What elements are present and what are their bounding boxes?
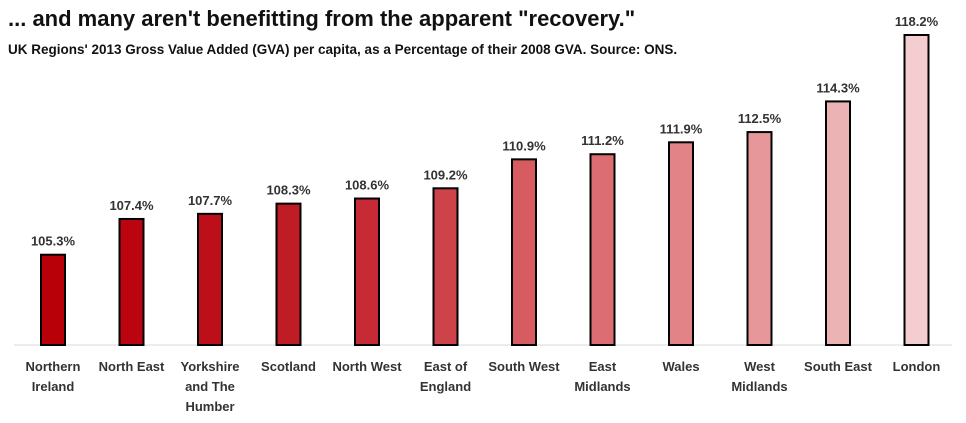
category-label: North East: [99, 359, 165, 374]
category-label: West Midlands: [731, 359, 787, 394]
category-label: South East: [804, 359, 873, 374]
category-label: Wales: [662, 359, 699, 374]
value-label: 108.3%: [266, 183, 311, 198]
value-label: 110.9%: [502, 138, 546, 153]
bar: [668, 141, 694, 346]
bar: [903, 34, 930, 346]
value-label: 114.3%: [816, 80, 860, 95]
bar: [825, 100, 851, 346]
value-label: 107.4%: [109, 198, 154, 213]
value-label: 111.2%: [581, 133, 624, 148]
value-labels-group: 105.3% 107.4% 107.7% 108.3% 108.6% 109.2% 110.…: [31, 14, 939, 249]
bar: [432, 187, 459, 346]
value-label: 118.2%: [895, 14, 939, 29]
chart-subtitle: UK Regions' 2013 Gross Value Added (GVA)…: [8, 42, 678, 57]
category-labels-group: Northern Ireland North East Yorkshire and Th…: [26, 359, 941, 414]
chart-title: ... and many aren't benefitting from the…: [8, 6, 636, 31]
value-label: 108.6%: [345, 178, 390, 193]
value-label: 107.7%: [188, 193, 233, 208]
bar: [746, 131, 773, 346]
bar: [511, 158, 537, 346]
category-label: Scotland: [261, 359, 316, 374]
category-label: East Midlands: [574, 359, 630, 394]
category-label: South West: [488, 359, 560, 374]
category-label: London: [893, 359, 941, 374]
bars-group: [40, 34, 930, 347]
category-label: North West: [332, 359, 402, 374]
value-label: 111.9%: [660, 121, 703, 136]
value-label: 109.2%: [423, 167, 468, 182]
category-label: Northern Ireland: [26, 359, 81, 394]
category-label: Yorkshire and The Humber: [180, 359, 239, 414]
bar: [354, 197, 380, 346]
bar: [118, 217, 145, 346]
bar: [197, 212, 223, 346]
value-label: 112.5%: [738, 111, 782, 126]
bar: [275, 202, 302, 346]
bar: [589, 153, 616, 346]
value-label: 105.3%: [31, 234, 76, 249]
bar: [40, 253, 66, 347]
category-label: East of England: [420, 359, 471, 394]
